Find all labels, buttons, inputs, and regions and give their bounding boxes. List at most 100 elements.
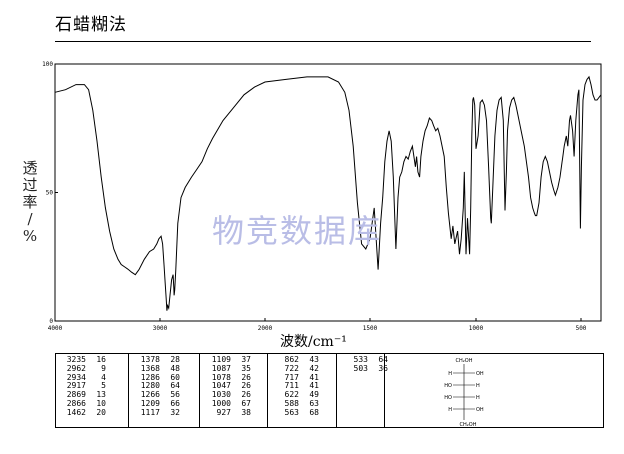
peak-transmittance: 26 [241, 381, 251, 391]
peak-transmittance: 26 [241, 390, 251, 400]
x-axis-label: 波数/cm⁻¹ [280, 334, 347, 350]
peak-wavenumber: 588 [284, 398, 299, 408]
peak-row: 1117 32 [134, 407, 180, 418]
peak-transmittance: 35 [241, 363, 251, 373]
structure-right-substituent: OH [476, 407, 484, 413]
peak-transmittance: 36 [378, 363, 388, 373]
peak-wavenumber: 2917 [66, 381, 86, 391]
peak-wavenumber: 2869 [66, 390, 86, 400]
peak-wavenumber: 1087 [211, 363, 231, 373]
peak-transmittance: 41 [309, 372, 319, 382]
structure-left-substituent: H [448, 407, 452, 413]
watermark-text: 物竞数据库 [212, 212, 383, 250]
peak-row: 622 49 [273, 390, 319, 400]
peak-transmittance: 64 [378, 355, 388, 364]
peak-transmittance: 5 [101, 381, 106, 391]
peak-row: 862 43 [273, 355, 319, 365]
peak-row: 1078 26 [205, 372, 251, 383]
peak-transmittance: 68 [309, 407, 319, 417]
peak-row: 1047 26 [205, 382, 251, 391]
peak-row: 1030 26 [205, 390, 251, 400]
peak-column-separator [128, 354, 129, 427]
peak-row: 1000 67 [205, 398, 251, 409]
peak-transmittance: 43 [309, 355, 319, 364]
peak-row: 2934 4 [60, 372, 106, 383]
page-title: 石蜡糊法 [55, 15, 127, 35]
peak-wavenumber: 622 [284, 390, 299, 400]
peak-wavenumber: 1286 [140, 372, 160, 382]
x-tick-label: 1500 [363, 325, 378, 332]
peak-wavenumber: 1047 [211, 381, 231, 391]
y-axis-label: 透过率 /% [16, 160, 44, 245]
peak-wavenumber: 1078 [211, 372, 231, 382]
peak-row: 722 42 [273, 363, 319, 374]
peak-row: 1087 35 [205, 363, 251, 374]
peak-row: 588 63 [273, 398, 319, 409]
peak-column: 1378 28 1368 48 1286 60 1280 64 1266 56 1209 66 1117… [134, 355, 180, 418]
structure-right-substituent: OH [476, 371, 484, 377]
peak-transmittance: 20 [96, 407, 106, 417]
structure-left-substituent: HO [444, 395, 452, 401]
peak-transmittance: 9 [101, 363, 106, 373]
peak-row: 711 41 [273, 382, 319, 391]
peak-transmittance: 63 [309, 398, 319, 408]
structure-right-substituent: H [476, 395, 480, 401]
peak-row: 927 38 [205, 407, 251, 418]
y-tick-label: 100 [42, 61, 53, 68]
peak-column-separator [199, 354, 200, 427]
x-tick-label: 1000 [469, 325, 484, 332]
peak-wavenumber: 1209 [140, 398, 160, 408]
peak-transmittance: 26 [241, 372, 251, 382]
peak-transmittance: 13 [96, 390, 106, 400]
peak-wavenumber: 722 [284, 363, 299, 373]
peak-row: 717 41 [273, 372, 319, 383]
peak-wavenumber: 1462 [66, 407, 86, 417]
peak-transmittance: 49 [309, 390, 319, 400]
peak-row: 2869 13 [60, 390, 106, 400]
x-tick-label: 4000 [48, 325, 63, 332]
peak-row: 1378 28 [134, 355, 180, 365]
peak-wavenumber: 503 [353, 363, 368, 373]
structure-right-substituent: H [476, 383, 480, 389]
peak-row: 3235 16 [60, 355, 106, 365]
structure-left-substituent: H [448, 371, 452, 377]
peak-transmittance: 32 [170, 407, 180, 417]
peak-transmittance: 38 [241, 407, 251, 417]
peak-transmittance: 10 [96, 398, 106, 408]
peak-wavenumber: 1117 [140, 407, 160, 417]
peak-transmittance: 48 [170, 363, 180, 373]
y-axis-ticks: 0 50 100 [42, 61, 58, 325]
peak-row: 2962 9 [60, 363, 106, 374]
peak-wavenumber: 533 [353, 355, 368, 364]
structure-top-group: CH₂OH [456, 358, 473, 364]
peak-wavenumber: 862 [284, 355, 299, 364]
x-tick-label: 3000 [153, 325, 168, 332]
peak-transmittance: 56 [170, 390, 180, 400]
peak-wavenumber: 2934 [66, 372, 86, 382]
peak-wavenumber: 2866 [66, 398, 86, 408]
peak-row: 2917 5 [60, 382, 106, 391]
peak-wavenumber: 1266 [140, 390, 160, 400]
peak-wavenumber: 1000 [211, 398, 231, 408]
y-axis-label-char: 过 [22, 176, 38, 194]
peak-column-separator [267, 354, 268, 427]
peak-column: 3235 16 2962 9 2934 4 2917 5 2869 13 2866 10 1462 20 [60, 355, 106, 418]
peak-wavenumber: 1368 [140, 363, 160, 373]
peak-column-separator [384, 354, 385, 427]
peak-transmittance: 37 [241, 355, 251, 364]
y-tick-label: 50 [46, 190, 54, 197]
peak-wavenumber: 1280 [140, 381, 160, 391]
peak-column: 1109 37 1087 35 1078 26 1047 26 1030 26 1000 67 927 3… [205, 355, 251, 418]
peak-transmittance: 42 [309, 363, 319, 373]
peak-transmittance: 64 [170, 381, 180, 391]
structure-left-substituent: HO [444, 383, 452, 389]
spectrum-line [54, 75, 602, 311]
y-axis-label-char: 透 [22, 159, 38, 177]
peak-wavenumber: 1030 [211, 390, 231, 400]
peak-transmittance: 28 [170, 355, 180, 364]
peak-wavenumber: 717 [284, 372, 299, 382]
peak-row: 563 68 [273, 407, 319, 418]
peak-column: 862 43 722 42 717 41 711 41 622 49 588 63 563 68 [273, 355, 319, 418]
peak-wavenumber: 2962 [66, 363, 86, 373]
